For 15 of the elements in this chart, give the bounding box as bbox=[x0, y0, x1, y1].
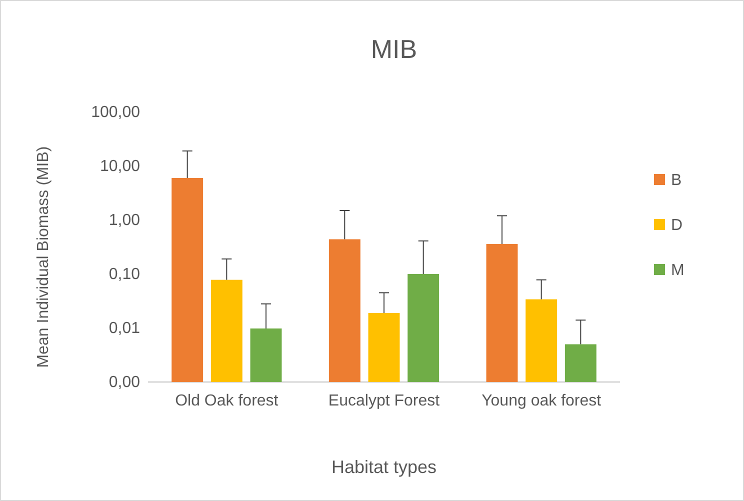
x-tick-label: Young oak forest bbox=[482, 392, 602, 410]
y-tick-label: 1,00 bbox=[108, 212, 140, 230]
y-tick-label: 0,01 bbox=[108, 320, 140, 338]
x-tick-label: Eucalypt Forest bbox=[328, 392, 440, 410]
x-tick-label: Old Oak forest bbox=[175, 392, 279, 410]
legend-label: D bbox=[671, 217, 683, 234]
y-tick-label: 100,00 bbox=[91, 104, 140, 122]
chart-title: MIB bbox=[370, 34, 418, 64]
y-tick-label: 10,00 bbox=[100, 158, 140, 176]
y-axis-title: Mean Individual Biomass (MIB) bbox=[35, 146, 52, 368]
legend-label: M bbox=[671, 262, 684, 279]
y-tick-label: 0,10 bbox=[108, 266, 140, 284]
x-axis-title: Habitat types bbox=[331, 457, 437, 477]
y-tick-label: 0,00 bbox=[108, 374, 140, 392]
legend-label: B bbox=[671, 172, 682, 189]
